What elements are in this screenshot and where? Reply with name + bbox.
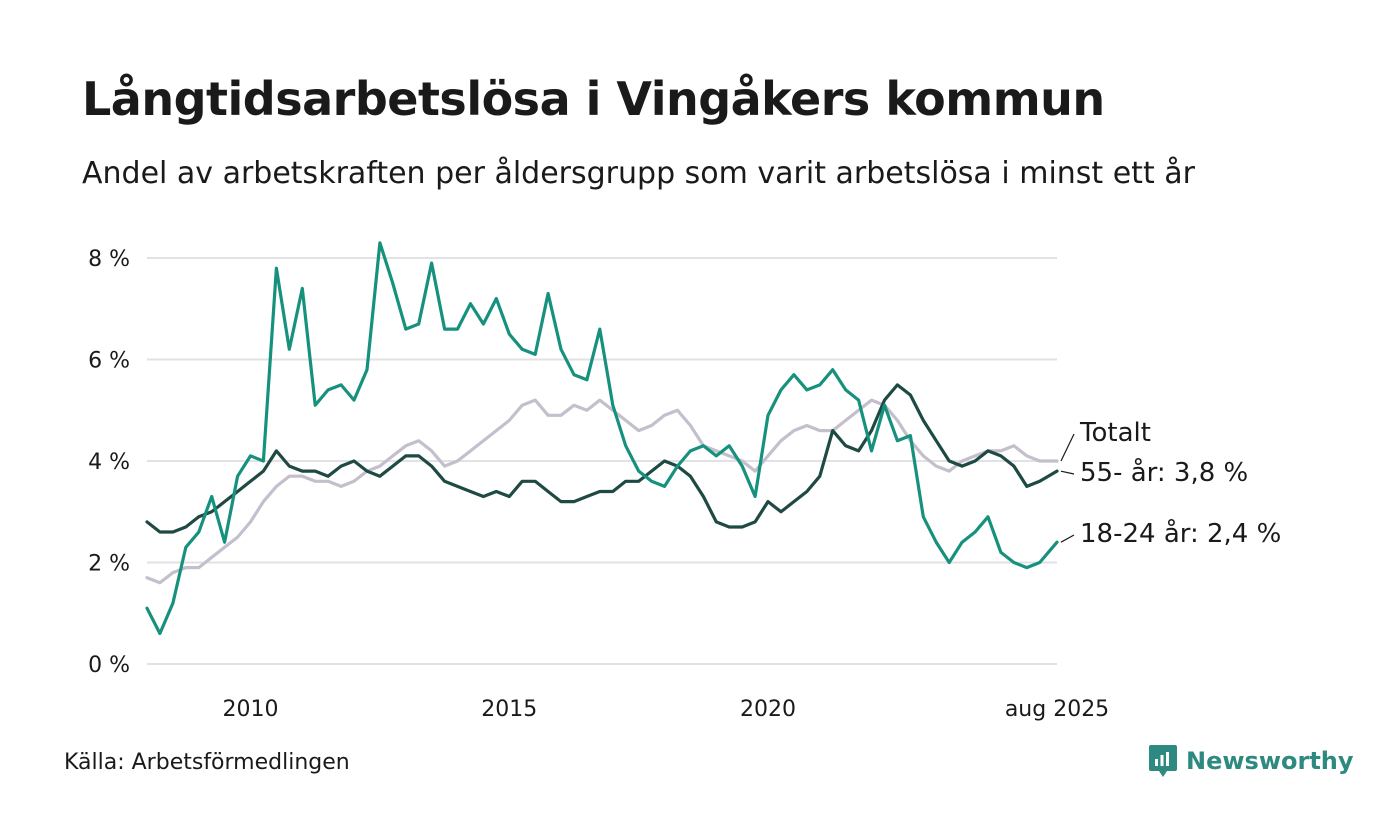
x-axis-ticks: 2010 2015 2020 aug 2025	[223, 697, 1110, 722]
series-end-label: 55- år: 3,8 %	[1080, 457, 1248, 488]
series-line	[145, 383, 1059, 534]
end-labels: Totalt 55- år: 3,8 % 18-24 år: 2,4 %	[1060, 418, 1281, 549]
x-tick-label: aug 2025	[1005, 697, 1109, 722]
series-line	[145, 398, 1059, 585]
y-tick-label: 4 %	[88, 450, 130, 475]
leader-line	[1060, 470, 1075, 475]
brand-logo: Newsworthy	[1148, 744, 1354, 778]
chart-title: Långtidsarbetslösa i Vingåkers kommun	[82, 72, 1105, 126]
chart-subtitle: Andel av arbetskraften per åldersgrupp s…	[82, 156, 1195, 191]
leader-line	[1060, 433, 1075, 462]
source-note: Källa: Arbetsförmedlingen	[64, 750, 350, 775]
y-axis-ticks: 0 % 2 % 4 % 6 % 8 %	[88, 247, 130, 678]
x-tick-label: 2010	[223, 697, 279, 722]
y-tick-label: 6 %	[88, 349, 130, 374]
series-lines	[145, 241, 1059, 636]
gridlines	[147, 257, 1057, 665]
y-tick-label: 8 %	[88, 247, 130, 272]
series-end-label: Totalt	[1079, 418, 1151, 448]
newsworthy-logo-icon	[1149, 745, 1177, 777]
y-tick-label: 0 %	[88, 653, 130, 678]
y-tick-label: 2 %	[88, 552, 130, 577]
x-tick-label: 2015	[481, 697, 537, 722]
series-end-label: 18-24 år: 2,4 %	[1080, 518, 1281, 549]
x-tick-label: 2020	[740, 697, 796, 722]
line-chart: 0 % 2 % 4 % 6 % 8 % 2010 2015 2020 aug 2025 Tot…	[88, 241, 1281, 722]
leader-line	[1060, 534, 1075, 543]
brand-name: Newsworthy	[1186, 747, 1354, 775]
series-line	[145, 241, 1059, 636]
